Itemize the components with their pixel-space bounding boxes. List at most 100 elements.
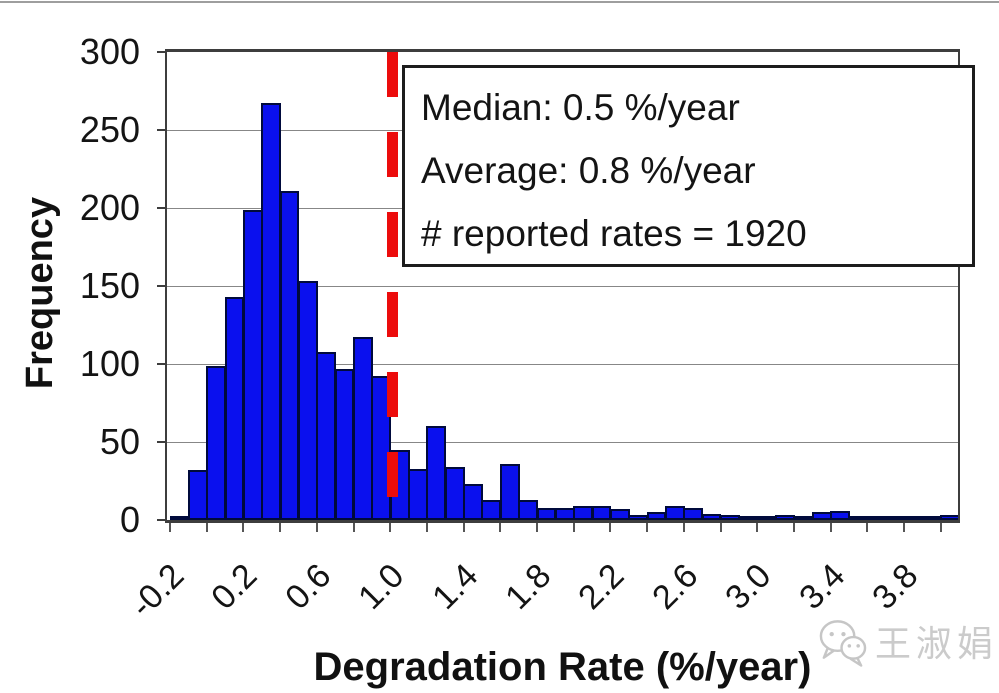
histogram-bar [775,515,795,520]
gridline-y-100 [167,364,958,365]
y-tick-mark [157,51,166,53]
annotation-median: Median: 0.5 %/year [421,87,740,128]
gridline-y-50 [167,442,958,443]
y-tick-mark [157,519,166,521]
x-tick-mark [572,523,575,532]
histogram-bar [866,516,887,520]
y-tick-mark [157,207,166,209]
x-tick-mark [719,523,722,532]
y-tick-label: 250 [79,109,140,150]
histogram-bar [518,499,538,520]
x-tick-label: 0.2 [204,556,265,617]
x-tick-mark [609,523,612,532]
histogram-bar [444,466,465,520]
y-tick-label: 300 [79,31,140,72]
x-tick-mark [939,523,942,532]
histogram-bar [297,281,318,520]
x-tick-mark [536,523,538,532]
histogram-bar [646,512,667,520]
x-tick-label: 2.6 [644,556,706,617]
histogram-bar [756,516,777,520]
histogram-bar [628,515,649,520]
median-reference-line [386,52,398,500]
histogram-bar [554,507,575,520]
y-tick-label: 100 [79,343,140,384]
x-tick-mark [352,523,355,532]
gridline-y-150 [167,286,958,287]
histogram-bar [903,516,924,520]
y-tick-mark [157,441,166,443]
histogram-bar [811,512,832,520]
x-tick-mark [389,523,392,532]
x-tick-label: 3.0 [718,556,779,617]
y-tick-mark [157,285,166,287]
histogram-bar [224,296,245,520]
x-tick-mark [242,523,245,532]
x-tick-mark [792,523,795,532]
annotation-count: # reported rates = 1920 [421,213,807,254]
histogram-bar [187,470,208,520]
histogram-bar [408,468,428,520]
histogram-bar [353,337,373,520]
annotation-average: Average: 0.8 %/year [421,150,756,191]
histogram-bar [885,516,905,520]
x-tick-mark [866,523,869,532]
x-tick-label: 2.2 [571,556,632,617]
histogram-bar [426,426,447,520]
histogram-bar [720,515,740,520]
histogram-bar [830,510,850,520]
histogram-bar [261,103,282,520]
histogram-bar [463,484,483,520]
x-tick-label: 0.6 [277,556,339,617]
histogram-bar [940,515,958,520]
watermark: 王淑娟 [818,610,998,672]
histogram-bar [481,499,502,520]
wechat-icon [819,620,867,667]
x-tick-mark [205,523,208,532]
histogram-bar [316,351,337,520]
y-tick-label: 200 [79,187,140,228]
x-tick-mark [682,523,685,532]
x-tick-mark [462,523,465,532]
histogram-bar [921,516,942,520]
x-tick-mark [315,523,318,532]
histogram-bar [169,516,190,520]
y-tick-label: 50 [99,421,140,462]
watermark-text: 王淑娟 [874,623,998,664]
x-tick-label: 1.0 [351,556,412,617]
histogram-bar [664,505,685,520]
annotation-box: Median: 0.5 %/year Average: 0.8 %/year #… [402,65,975,267]
x-tick-mark [646,523,649,532]
histogram-bar [609,509,630,520]
histogram-bar [242,209,263,520]
histogram-bar [591,505,612,520]
top-divider-line [0,1,999,3]
x-tick-label: -0.2 [123,556,192,625]
x-tick-mark [169,523,171,532]
x-tick-label: 1.8 [498,556,559,617]
histogram-bar [334,368,355,520]
histogram-bar [738,516,759,520]
x-tick-mark [756,523,759,532]
histogram-bar [573,505,594,520]
x-tick-mark [279,523,282,532]
x-tick-mark [829,523,832,532]
histogram-bar [793,516,814,520]
y-tick-mark [157,363,166,365]
y-tick-mark [157,129,166,131]
x-tick-mark [425,523,428,532]
histogram-bar [536,507,557,520]
x-tick-mark [499,523,502,532]
y-tick-label: 150 [79,265,140,306]
histogram-bar [683,507,704,520]
histogram-bar [701,513,722,520]
x-tick-label: 1.4 [424,556,486,617]
x-tick-mark [903,523,905,532]
histogram-bar [848,516,869,520]
y-tick-label: 0 [119,499,140,540]
x-axis-title: Degradation Rate (%/year) [313,645,812,689]
histogram-bar [279,190,300,520]
histogram-bar [499,463,520,520]
histogram-bar [206,365,227,520]
